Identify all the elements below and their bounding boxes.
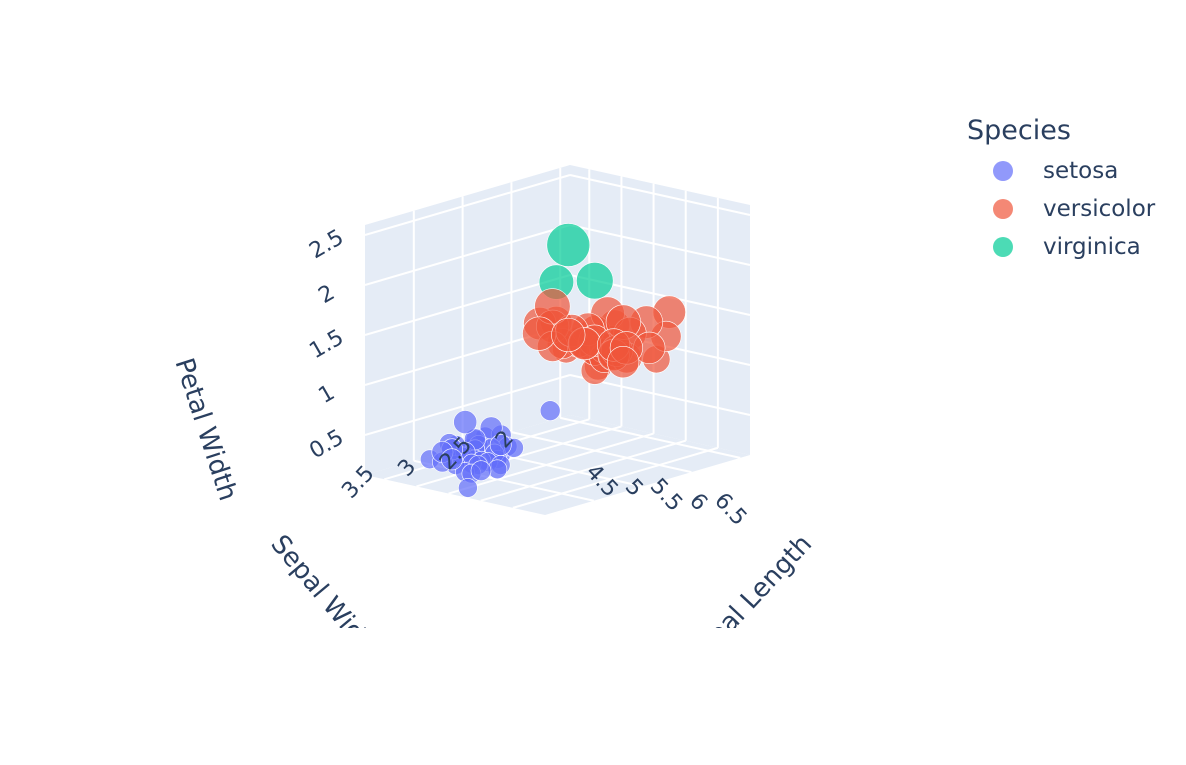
gridline-x: [416, 425, 622, 488]
data-points: [419, 223, 686, 498]
legend-label: setosa: [1043, 158, 1119, 184]
point-versicolor: [606, 346, 640, 379]
z-tick-label: 0.5: [305, 425, 348, 464]
legend-item-setosa[interactable]: setosa: [967, 152, 1155, 190]
x-tick-label: 6.5: [709, 488, 751, 531]
z-tick-label: 1.5: [305, 325, 348, 364]
legend-label: versicolor: [1043, 196, 1156, 222]
legend-item-virginica[interactable]: virginica: [967, 228, 1155, 266]
point-setosa: [458, 478, 478, 498]
gridline-x: [512, 446, 719, 509]
clip-mask: [0, 628, 1186, 765]
legend-swatch: [993, 199, 1013, 219]
point-versicolor: [551, 317, 586, 353]
point-setosa: [539, 400, 561, 422]
gridline-z: [364, 274, 571, 336]
point-setosa: [489, 434, 512, 456]
gridline-z: [569, 224, 751, 266]
z-axis-title: Petal Width: [168, 355, 242, 505]
point-virginica: [546, 223, 591, 267]
gridline-z: [569, 174, 751, 216]
z-tick-label: 2.5: [305, 225, 348, 264]
point-setosa: [470, 460, 492, 482]
point-virginica: [576, 262, 614, 300]
z-tick-label: 2: [314, 280, 339, 309]
gridline-x: [448, 432, 654, 495]
legend-swatch: [993, 161, 1013, 181]
point-setosa: [453, 410, 478, 435]
gridline-z: [364, 374, 571, 436]
point-setosa: [440, 448, 463, 471]
gridline-y: [560, 416, 741, 459]
legend: Species setosa versicolor virginica: [967, 115, 1155, 266]
gridline-y: [511, 431, 692, 474]
legend-label: virginica: [1043, 234, 1141, 260]
gridline-x: [480, 439, 686, 502]
gridline-z: [364, 174, 571, 236]
point-setosa: [479, 416, 503, 440]
legend-title: Species: [967, 115, 1071, 146]
legend-item-versicolor[interactable]: versicolor: [967, 190, 1155, 228]
back-wall-y: [365, 165, 570, 475]
x-tick-label: 6: [684, 489, 712, 516]
z-tick-label: 1: [314, 380, 339, 409]
legend-swatch: [993, 237, 1013, 257]
gridline-z: [364, 224, 571, 286]
point-versicolor: [522, 316, 557, 351]
